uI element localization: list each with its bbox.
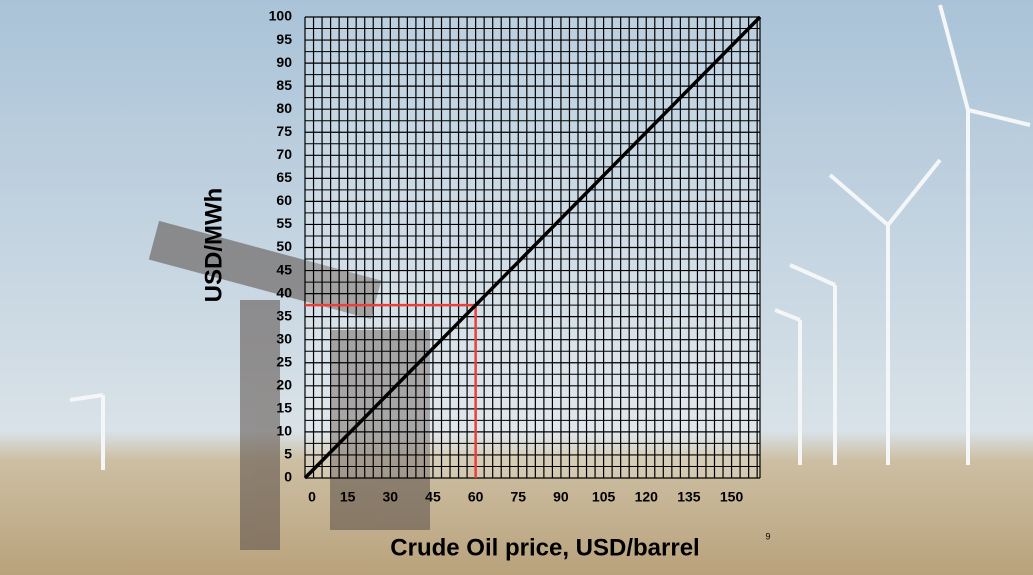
x-tick-label: 90 — [553, 489, 569, 505]
y-tick-label: 75 — [276, 123, 292, 139]
y-tick-label: 45 — [276, 261, 292, 277]
y-axis-title: USD/MWh — [200, 188, 227, 303]
x-tick-label: 75 — [510, 489, 526, 505]
y-tick-label: 80 — [276, 100, 292, 116]
page-number: 9 — [765, 531, 770, 541]
y-tick-label: 40 — [276, 284, 292, 300]
y-tick-label: 85 — [276, 77, 292, 93]
y-tick-label: 10 — [276, 423, 292, 439]
x-tick-label: 105 — [592, 489, 616, 505]
y-tick-label: 15 — [276, 400, 292, 416]
x-tick-label: 150 — [720, 489, 744, 505]
x-axis-title: Crude Oil price, USD/barrel — [390, 534, 699, 561]
y-tick-label: 35 — [276, 307, 292, 323]
x-tick-label: 60 — [468, 489, 484, 505]
y-tick-label: 55 — [276, 215, 292, 231]
y-tick-label: 30 — [276, 330, 292, 346]
data-line — [303, 15, 762, 480]
y-tick-label: 60 — [276, 192, 292, 208]
y-tick-label: 70 — [276, 146, 292, 162]
y-tick-label: 65 — [276, 169, 292, 185]
y-tick-label: 100 — [269, 8, 293, 24]
y-tick-label: 5 — [284, 446, 292, 462]
y-tick-label: 95 — [276, 31, 292, 47]
y-tick-label: 90 — [276, 54, 292, 70]
x-tick-label: 45 — [425, 489, 441, 505]
y-tick-label: 25 — [276, 353, 292, 369]
x-tick-label: 15 — [340, 489, 356, 505]
x-tick-label: 135 — [677, 489, 701, 505]
x-tick-label: 120 — [635, 489, 659, 505]
y-tick-label: 0 — [284, 469, 292, 485]
y-tick-label: 20 — [276, 377, 292, 393]
y-tick-label: 50 — [276, 238, 292, 254]
x-tick-label: 30 — [383, 489, 399, 505]
turbines — [69, 4, 1031, 470]
x-tick-label: 0 — [308, 489, 316, 505]
